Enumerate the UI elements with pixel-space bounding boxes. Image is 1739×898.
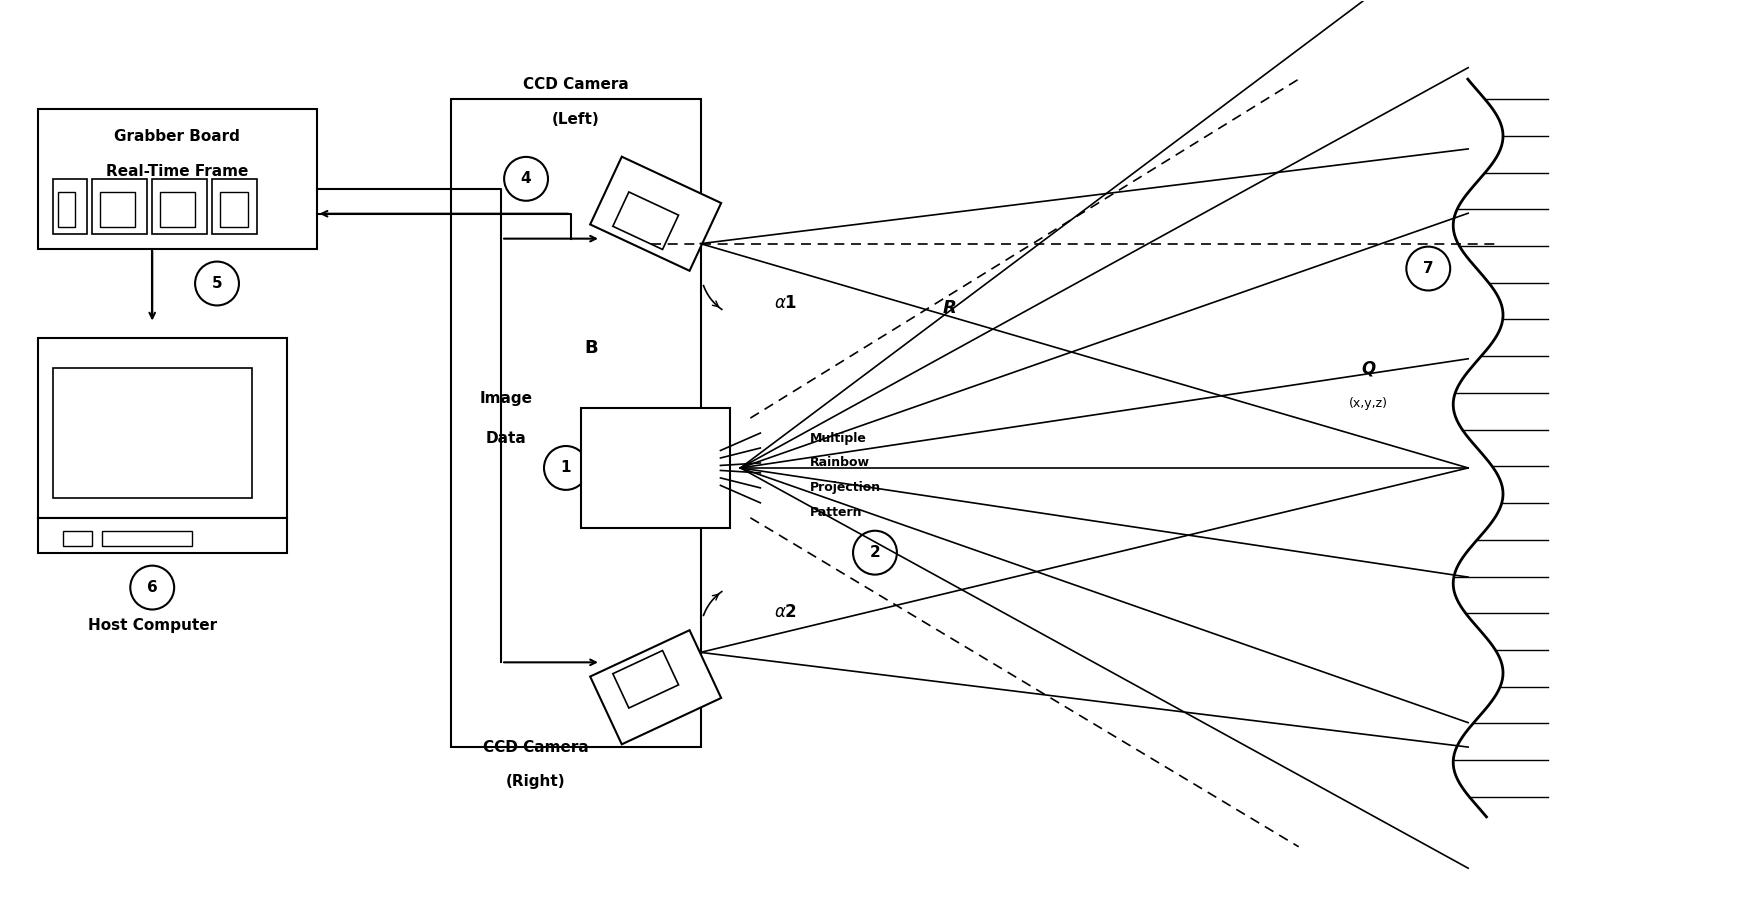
Text: $\alpha$2: $\alpha$2 (774, 603, 796, 621)
Text: Pattern: Pattern (810, 506, 863, 519)
Text: Data: Data (485, 430, 527, 445)
Text: Rainbow: Rainbow (810, 456, 870, 470)
Polygon shape (612, 192, 678, 250)
Bar (38, 109, 316, 249)
Text: Real-Time Frame: Real-Time Frame (106, 163, 249, 179)
Bar (38, 339, 287, 518)
Bar (92, 179, 148, 233)
Text: Image: Image (480, 391, 532, 406)
Text: B: B (584, 339, 596, 357)
Bar (450, 99, 701, 747)
Bar (160, 192, 195, 226)
Text: (x,y,z): (x,y,z) (1348, 397, 1388, 409)
Text: R: R (943, 299, 956, 317)
Text: Host Computer: Host Computer (87, 618, 217, 633)
Text: 5: 5 (212, 276, 223, 291)
Text: 4: 4 (520, 172, 530, 187)
Polygon shape (612, 650, 678, 708)
Text: 6: 6 (146, 580, 158, 595)
Text: Grabber Board: Grabber Board (115, 129, 240, 144)
Text: Projection: Projection (810, 481, 882, 495)
Polygon shape (590, 156, 720, 271)
Bar (151, 179, 207, 233)
Bar (38, 518, 287, 552)
Text: 7: 7 (1423, 261, 1433, 276)
Text: CCD Camera: CCD Camera (523, 76, 628, 92)
Bar (101, 192, 136, 226)
Bar (581, 408, 730, 528)
Bar (212, 179, 257, 233)
Text: 1: 1 (560, 461, 570, 475)
Text: (Left): (Left) (551, 111, 600, 127)
Bar (63, 531, 92, 546)
Bar (57, 192, 75, 226)
Text: Q: Q (1360, 359, 1376, 377)
Bar (52, 179, 87, 233)
Text: (Right): (Right) (506, 774, 565, 789)
Polygon shape (590, 630, 720, 744)
Text: Multiple: Multiple (810, 432, 866, 445)
Bar (103, 531, 191, 546)
Bar (52, 368, 252, 497)
Text: 2: 2 (870, 545, 880, 560)
Text: $\alpha$1: $\alpha$1 (774, 295, 796, 313)
Bar (219, 192, 247, 226)
Text: CCD Camera: CCD Camera (483, 740, 588, 754)
